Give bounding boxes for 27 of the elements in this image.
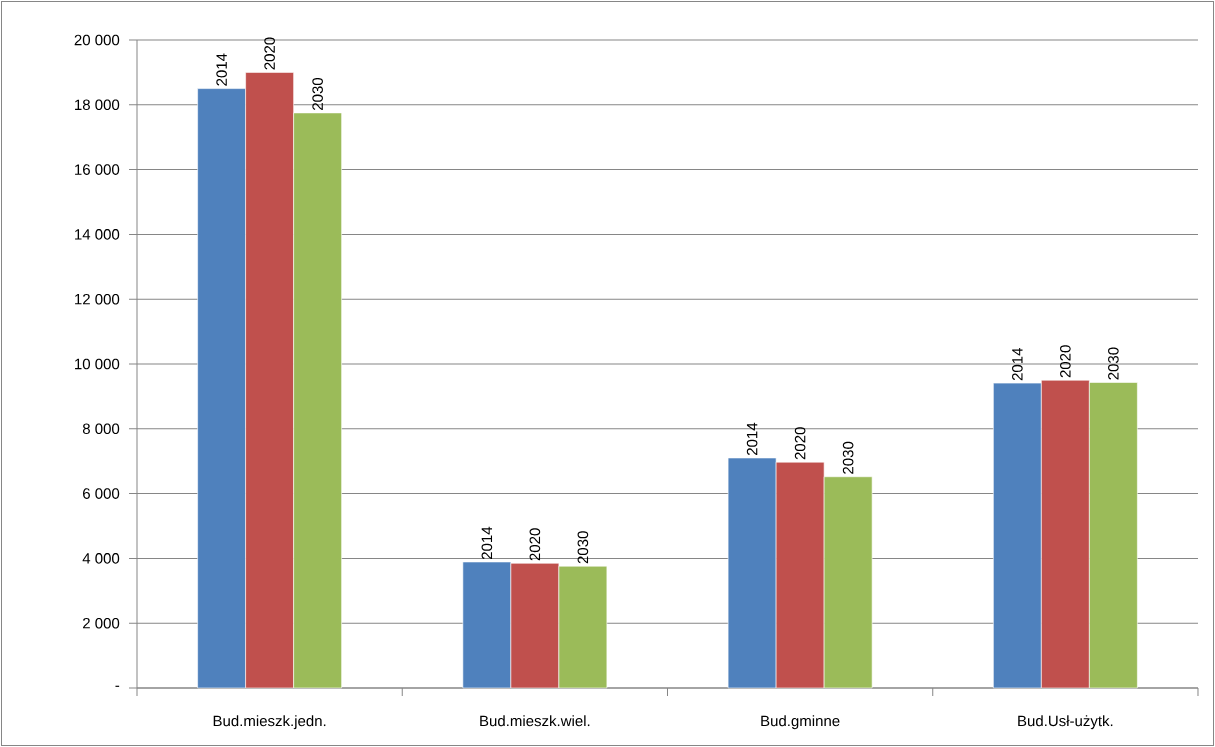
y-tick-label: 4 000 xyxy=(82,553,120,564)
y-tick-label: 18 000 xyxy=(75,99,120,111)
text: 2020 xyxy=(794,427,806,460)
x-tick-label: Bud.mieszk.wiel. xyxy=(480,715,590,727)
y-tick-label: 20 000 xyxy=(74,34,120,46)
text: 2020 xyxy=(529,528,541,561)
x-tick-label: Bud.gminne xyxy=(761,715,840,730)
y-tick-label: 10 000 xyxy=(75,358,120,370)
text: 2020 xyxy=(264,37,275,70)
y-tick-label: 6 000 xyxy=(83,488,120,499)
text: 2014 xyxy=(746,422,758,455)
text: 2030 xyxy=(1108,347,1119,380)
text: 2020 xyxy=(1060,345,1071,378)
text: 2014 xyxy=(481,526,493,560)
y-tick-label: 8 000 xyxy=(82,423,120,435)
y-tick-label: 16 000 xyxy=(75,164,120,175)
y-tick-label: - xyxy=(115,685,120,687)
text: 2030 xyxy=(577,531,589,564)
y-tick-label: 14 000 xyxy=(75,229,120,240)
y-tick-label: 12 000 xyxy=(75,293,120,305)
y-tick-label: 2 000 xyxy=(83,617,120,629)
text: 2030 xyxy=(312,77,323,110)
text: 2030 xyxy=(842,441,854,474)
x-tick-label: Bud.Usł-użytk. xyxy=(1018,715,1113,730)
text: 2014 xyxy=(216,53,227,86)
x-tick-label: Bud.mieszk.jedn. xyxy=(213,715,326,730)
text: 2014 xyxy=(1012,347,1023,381)
